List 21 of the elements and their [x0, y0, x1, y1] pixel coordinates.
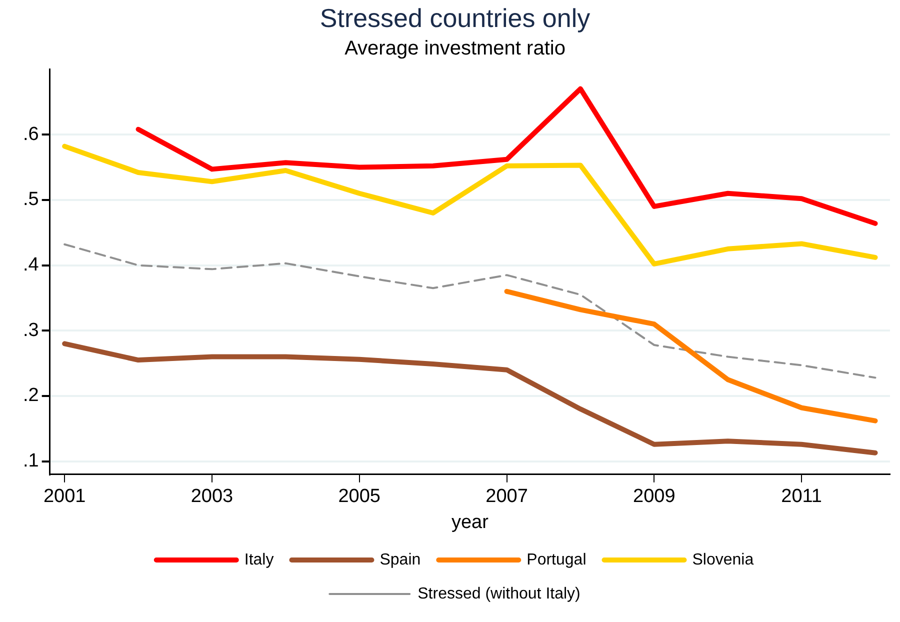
legend-label: Italy [244, 551, 274, 568]
line-series [64, 243, 876, 379]
y-tick-label: .2 [22, 385, 39, 406]
chart-title: Stressed countries only [320, 2, 590, 33]
y-tick-label: .5 [22, 189, 39, 210]
x-tick-label: 2009 [633, 486, 676, 508]
y-tick-label: .3 [22, 320, 39, 341]
x-tick-label: 2001 [43, 486, 86, 508]
chart-subtitle: Average investment ratio [344, 38, 566, 60]
x-axis-title: year [451, 512, 490, 533]
x-tick-label: 2005 [338, 486, 381, 508]
y-tick-label: .1 [22, 450, 39, 472]
legend-label: Stressed (without Italy) [418, 585, 580, 602]
x-tick-label: 2003 [190, 486, 234, 508]
y-tick-label: .4 [22, 254, 40, 276]
y-tick-label: .6 [22, 124, 39, 145]
legend-label: Slovenia [692, 551, 754, 568]
legend-label: Spain [380, 551, 421, 568]
x-tick-label: 2007 [486, 486, 528, 508]
legend-label: Portugal [526, 551, 586, 568]
x-tick-label: 2011 [781, 486, 822, 508]
